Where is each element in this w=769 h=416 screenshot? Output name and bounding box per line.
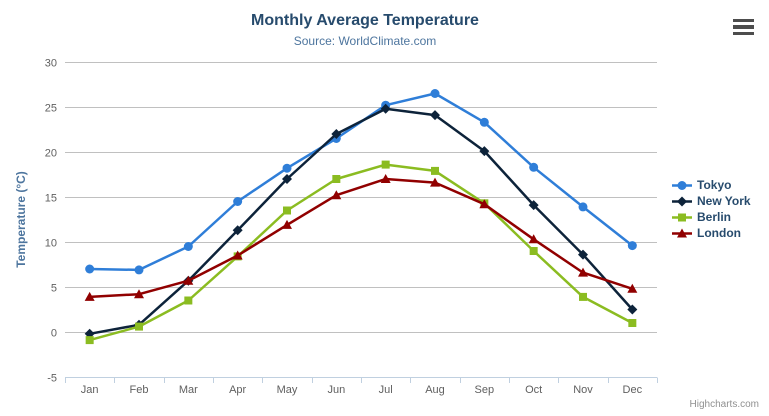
legend-label: Berlin [697, 210, 732, 224]
chart-title: Monthly Average Temperature [251, 12, 479, 29]
data-point-marker [84, 291, 95, 301]
data-point-marker [579, 292, 587, 301]
data-point-marker [332, 175, 341, 183]
credits-link[interactable]: Highcharts.com [689, 399, 759, 410]
x-axis-label: May [277, 384, 298, 396]
y-axis-tick-label: 0 [51, 328, 57, 340]
y-axis-tick-label: 10 [45, 238, 57, 250]
x-axis-label: Oct [525, 384, 542, 396]
x-axis-label: Sep [475, 384, 495, 396]
data-point-marker [677, 180, 687, 190]
data-point-marker [283, 206, 291, 215]
series-line-london[interactable] [88, 177, 634, 299]
data-point-marker [628, 319, 637, 327]
data-point-marker [233, 197, 243, 206]
x-axis-label: Dec [623, 384, 643, 396]
legend-item-new-york[interactable]: New York [672, 193, 751, 209]
data-point-marker [627, 283, 638, 293]
x-axis-label: Mar [179, 384, 198, 396]
legend-item-tokyo[interactable]: Tokyo [672, 177, 751, 193]
x-axis-label: Jul [379, 384, 393, 396]
legend-label: New York [697, 194, 751, 208]
data-point-marker [430, 177, 440, 187]
data-point-marker [431, 166, 439, 175]
data-point-marker [529, 162, 539, 172]
export-menu-button[interactable] [731, 17, 756, 37]
data-point-marker [479, 199, 490, 209]
data-point-marker [135, 322, 143, 331]
data-point-marker [85, 264, 95, 274]
legend-label: London [697, 226, 741, 240]
data-point-marker [282, 219, 292, 229]
legend: Tokyo New York Berlin London [672, 177, 751, 241]
data-point-marker [529, 247, 538, 255]
hamburger-icon [733, 31, 754, 35]
data-point-marker [331, 129, 342, 139]
y-axis-tick-label: 25 [45, 103, 57, 115]
legend-label: Tokyo [697, 178, 732, 192]
y-axis-title: Temperature (°C) [14, 171, 28, 268]
data-point-marker [430, 110, 440, 121]
y-axis-tick-label: 15 [45, 193, 57, 205]
data-point-marker [134, 289, 144, 299]
data-point-marker [380, 174, 391, 183]
chart-subtitle: Source: WorldClimate.com [293, 34, 437, 48]
data-point-marker [282, 163, 292, 173]
data-point-marker [85, 336, 94, 345]
data-point-marker [677, 196, 687, 206]
legend-item-berlin[interactable]: Berlin [672, 209, 751, 225]
data-point-marker [678, 213, 686, 221]
triangle-marker-icon [672, 228, 692, 237]
circle-marker-icon [672, 180, 692, 190]
data-point-marker [331, 190, 342, 200]
x-axis-label: Feb [130, 384, 149, 396]
data-point-marker [134, 265, 144, 275]
data-point-marker [578, 202, 588, 212]
data-point-marker [627, 304, 638, 315]
data-point-marker [479, 117, 489, 127]
data-point-marker [381, 160, 390, 169]
data-point-marker [232, 250, 243, 260]
data-point-marker [232, 225, 243, 236]
y-axis-tick-label: -5 [47, 373, 57, 385]
series-line-tokyo[interactable] [88, 92, 634, 272]
series-line-berlin[interactable] [88, 163, 634, 342]
data-point-marker [380, 103, 391, 114]
diamond-marker-icon [672, 196, 692, 206]
x-axis-label: Jan [81, 384, 99, 396]
data-point-marker [430, 89, 440, 98]
y-axis-tick-label: 20 [45, 148, 57, 160]
data-point-marker [677, 228, 687, 237]
data-point-marker [184, 296, 193, 305]
legend-item-london[interactable]: London [672, 225, 751, 241]
data-point-marker [627, 241, 637, 251]
x-axis-label: Apr [229, 384, 246, 396]
y-axis-tick-label: 30 [45, 58, 57, 70]
data-point-marker [183, 242, 193, 251]
data-point-marker [528, 200, 539, 211]
data-point-marker [578, 267, 588, 277]
x-axis-label: Aug [425, 384, 445, 396]
data-point-marker [479, 146, 490, 157]
hamburger-icon [733, 19, 754, 23]
x-axis-label: Jun [327, 384, 345, 396]
x-axis-label: Nov [573, 384, 593, 396]
data-point-marker [183, 275, 194, 285]
square-marker-icon [672, 213, 692, 221]
data-point-marker [528, 234, 539, 244]
series-line-new-york[interactable] [88, 107, 634, 336]
data-point-marker [578, 249, 588, 260]
hamburger-icon [733, 25, 754, 29]
data-point-marker [282, 174, 292, 184]
y-axis-tick-label: 5 [51, 283, 57, 295]
